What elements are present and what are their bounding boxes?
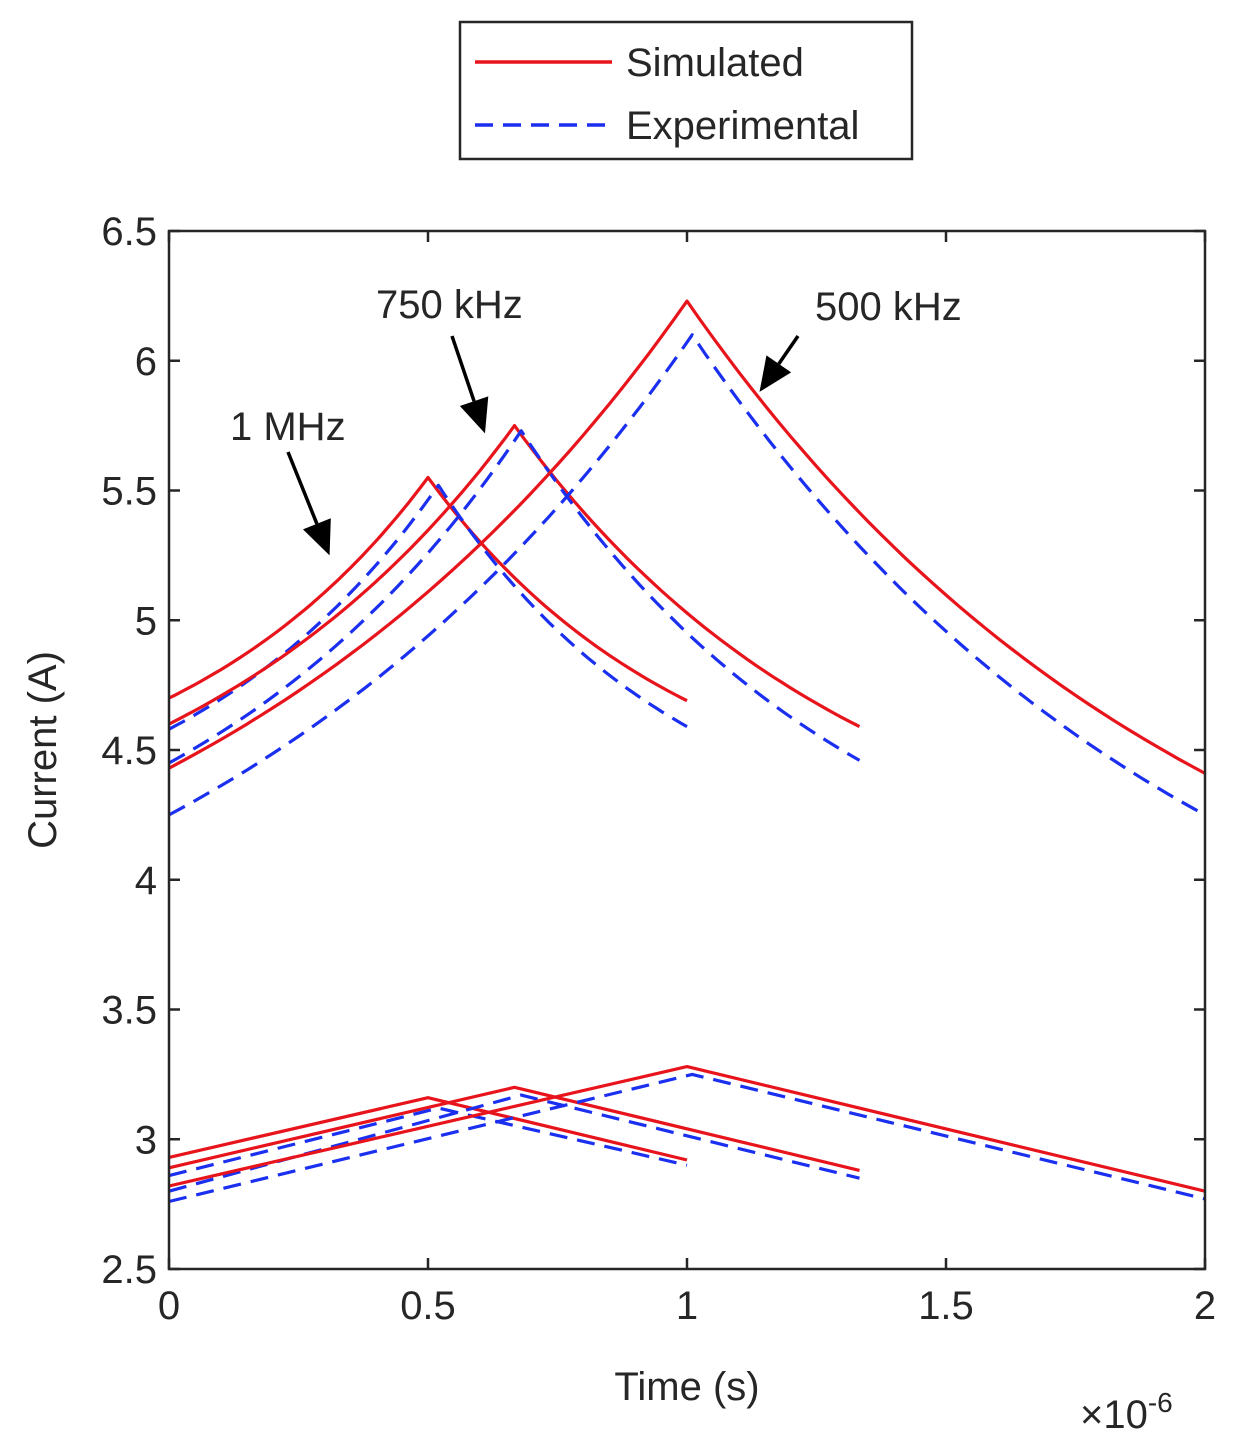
y-tick-label: 6 bbox=[135, 340, 157, 384]
annotation-500khz-arrow bbox=[759, 335, 800, 392]
series-simulated-upper-1mhz bbox=[168, 475, 688, 703]
x-tick-label: 2 bbox=[1194, 1284, 1216, 1328]
series-simulated-lower-1mhz bbox=[168, 1096, 688, 1162]
arrow-head bbox=[302, 518, 331, 556]
arrow-shaft bbox=[286, 451, 319, 525]
annotation-500khz-label: 500 kHz bbox=[815, 285, 962, 329]
series-experimental-upper-1mhz bbox=[168, 483, 688, 731]
series-experimental-upper-500khz bbox=[168, 333, 1206, 817]
y-tick-label: 5 bbox=[135, 599, 157, 643]
annotation-1mhz-arrow bbox=[286, 451, 331, 556]
legend-experimental-label: Experimental bbox=[626, 104, 859, 148]
tick-layer: 0 0.5 1 1.5 2 2.5 3 3.5 4 4.5 5 5.5 6 6.5 bbox=[101, 210, 1216, 1328]
x-axis-label: Time (s) bbox=[614, 1365, 759, 1409]
x-tick-label: 1 bbox=[676, 1284, 698, 1328]
legend-box bbox=[458, 20, 914, 161]
y-tick-label: 5.5 bbox=[101, 470, 157, 514]
arrow-head bbox=[459, 396, 489, 434]
y-tick-label: 2.5 bbox=[101, 1248, 157, 1292]
y-tick-label: 4.5 bbox=[101, 729, 157, 773]
series-experimental-upper-750khz bbox=[168, 429, 861, 765]
annotation-750khz: 750 kHz bbox=[376, 283, 523, 434]
legend: Simulated Experimental bbox=[458, 20, 914, 161]
annotation-750khz-label: 750 kHz bbox=[376, 283, 523, 327]
series-experimental-lower-500khz bbox=[168, 1072, 1206, 1204]
series-simulated-upper-500khz bbox=[168, 299, 1206, 775]
series-simulated-lower-750khz bbox=[168, 1085, 860, 1172]
y-tick-label: 4 bbox=[135, 859, 157, 903]
arrow-head bbox=[759, 355, 792, 392]
annotation-1mhz: 1 MHz bbox=[230, 405, 346, 556]
y-axis-label: Current (A) bbox=[21, 651, 65, 849]
series-experimental-lower-1mhz bbox=[168, 1106, 688, 1178]
x-tick-label: 1.5 bbox=[918, 1284, 974, 1328]
x-tick-label: 0 bbox=[158, 1284, 180, 1328]
y-tick-label: 3 bbox=[135, 1118, 157, 1162]
series-simulated-upper-750khz bbox=[168, 424, 861, 729]
annotation-750khz-arrow bbox=[450, 335, 489, 434]
annotation-500khz: 500 kHz bbox=[759, 285, 962, 392]
arrow-shaft bbox=[777, 335, 800, 365]
x-tick-label: 0.5 bbox=[400, 1284, 456, 1328]
x-exponent-power: -6 bbox=[1148, 1387, 1173, 1418]
series-layer bbox=[168, 299, 1206, 1204]
arrow-shaft bbox=[450, 335, 476, 402]
x-axis-exponent: ×10-6 bbox=[1080, 1387, 1173, 1437]
y-tick-label: 6.5 bbox=[101, 210, 157, 254]
y-tick-label: 3.5 bbox=[101, 989, 157, 1033]
annotation-1mhz-label: 1 MHz bbox=[230, 405, 346, 449]
x-exponent-base: ×10 bbox=[1080, 1393, 1148, 1437]
legend-simulated-label: Simulated bbox=[626, 41, 804, 85]
series-simulated-lower-500khz bbox=[168, 1065, 1206, 1193]
